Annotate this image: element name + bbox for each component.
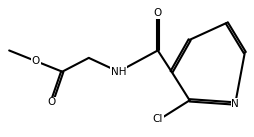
Text: O: O: [31, 56, 40, 66]
Text: NH: NH: [111, 67, 126, 77]
Text: N: N: [231, 99, 239, 109]
Text: Cl: Cl: [153, 114, 163, 124]
Text: O: O: [154, 8, 162, 18]
Text: O: O: [47, 97, 56, 107]
